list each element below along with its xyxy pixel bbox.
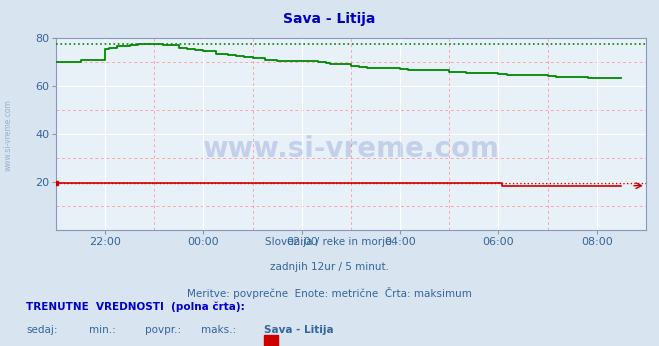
Text: sedaj:: sedaj: [26,325,58,335]
Text: www.si-vreme.com: www.si-vreme.com [202,135,500,163]
Text: TRENUTNE  VREDNOSTI  (polna črta):: TRENUTNE VREDNOSTI (polna črta): [26,301,245,311]
Text: Sava - Litija: Sava - Litija [264,325,333,335]
Text: Slovenija / reke in morje.: Slovenija / reke in morje. [264,237,395,247]
Text: Meritve: povprečne  Enote: metrične  Črta: maksimum: Meritve: povprečne Enote: metrične Črta:… [187,287,472,299]
Text: zadnjih 12ur / 5 minut.: zadnjih 12ur / 5 minut. [270,262,389,272]
Text: povpr.:: povpr.: [145,325,181,335]
Text: www.si-vreme.com: www.si-vreme.com [3,99,13,171]
Text: maks.:: maks.: [201,325,236,335]
Text: Sava - Litija: Sava - Litija [283,12,376,26]
Text: min.:: min.: [89,325,116,335]
